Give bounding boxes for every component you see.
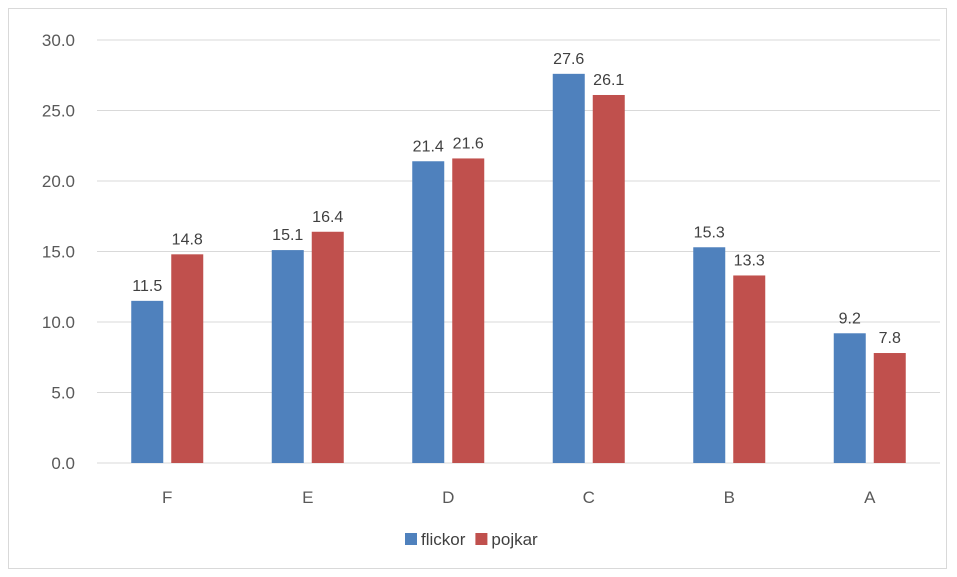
data-label: 11.5 bbox=[132, 278, 162, 295]
x-tick-label: F bbox=[162, 488, 172, 507]
legend-label-pojkar: pojkar bbox=[491, 530, 538, 549]
data-label: 7.8 bbox=[879, 330, 901, 347]
y-tick-label: 0.0 bbox=[51, 454, 75, 473]
data-label: 14.8 bbox=[172, 231, 203, 248]
bar-flickor bbox=[412, 161, 445, 463]
data-label: 9.2 bbox=[839, 310, 861, 327]
data-label: 26.1 bbox=[593, 72, 624, 89]
x-tick-label: A bbox=[864, 488, 876, 507]
data-label: 21.6 bbox=[453, 135, 484, 152]
x-tick-label: C bbox=[583, 488, 595, 507]
data-label: 13.3 bbox=[734, 252, 765, 269]
y-tick-label: 5.0 bbox=[51, 384, 75, 403]
y-tick-label: 30.0 bbox=[42, 31, 75, 50]
chart-frame: 0.0 5.0 10.0 15.0 20.0 25.0 30.0 11.5 14.8 F 15.1 1… bbox=[8, 8, 947, 569]
data-label: 16.4 bbox=[312, 209, 343, 226]
bar-flickor bbox=[833, 333, 866, 463]
x-tick-label: E bbox=[302, 488, 313, 507]
data-label: 15.1 bbox=[272, 227, 303, 244]
y-tick-label: 25.0 bbox=[42, 102, 75, 121]
bar-flickor bbox=[271, 250, 304, 463]
data-label: 21.4 bbox=[413, 138, 444, 155]
x-tick-label: D bbox=[442, 488, 454, 507]
bar-flickor bbox=[693, 247, 726, 463]
data-label: 27.6 bbox=[553, 51, 584, 68]
bar-pojkar bbox=[592, 94, 625, 464]
bar-pojkar bbox=[873, 353, 906, 463]
legend-label-flickor: flickor bbox=[421, 530, 466, 549]
y-tick-label: 20.0 bbox=[42, 172, 75, 191]
legend-swatch-pojkar bbox=[475, 533, 488, 545]
bar-pojkar bbox=[452, 158, 485, 463]
y-tick-label: 15.0 bbox=[42, 243, 75, 262]
bar-pojkar bbox=[311, 231, 344, 463]
data-label: 15.3 bbox=[694, 224, 725, 241]
bar-pojkar bbox=[171, 254, 204, 463]
bar-pojkar bbox=[733, 275, 766, 463]
bar-chart: 0.0 5.0 10.0 15.0 20.0 25.0 30.0 11.5 14.8 F 15.1 1… bbox=[42, 31, 940, 549]
y-tick-label: 10.0 bbox=[42, 313, 75, 332]
bar-flickor bbox=[552, 73, 585, 463]
x-tick-label: B bbox=[724, 488, 735, 507]
legend-swatch-flickor bbox=[405, 533, 417, 545]
bar-flickor bbox=[131, 300, 164, 463]
